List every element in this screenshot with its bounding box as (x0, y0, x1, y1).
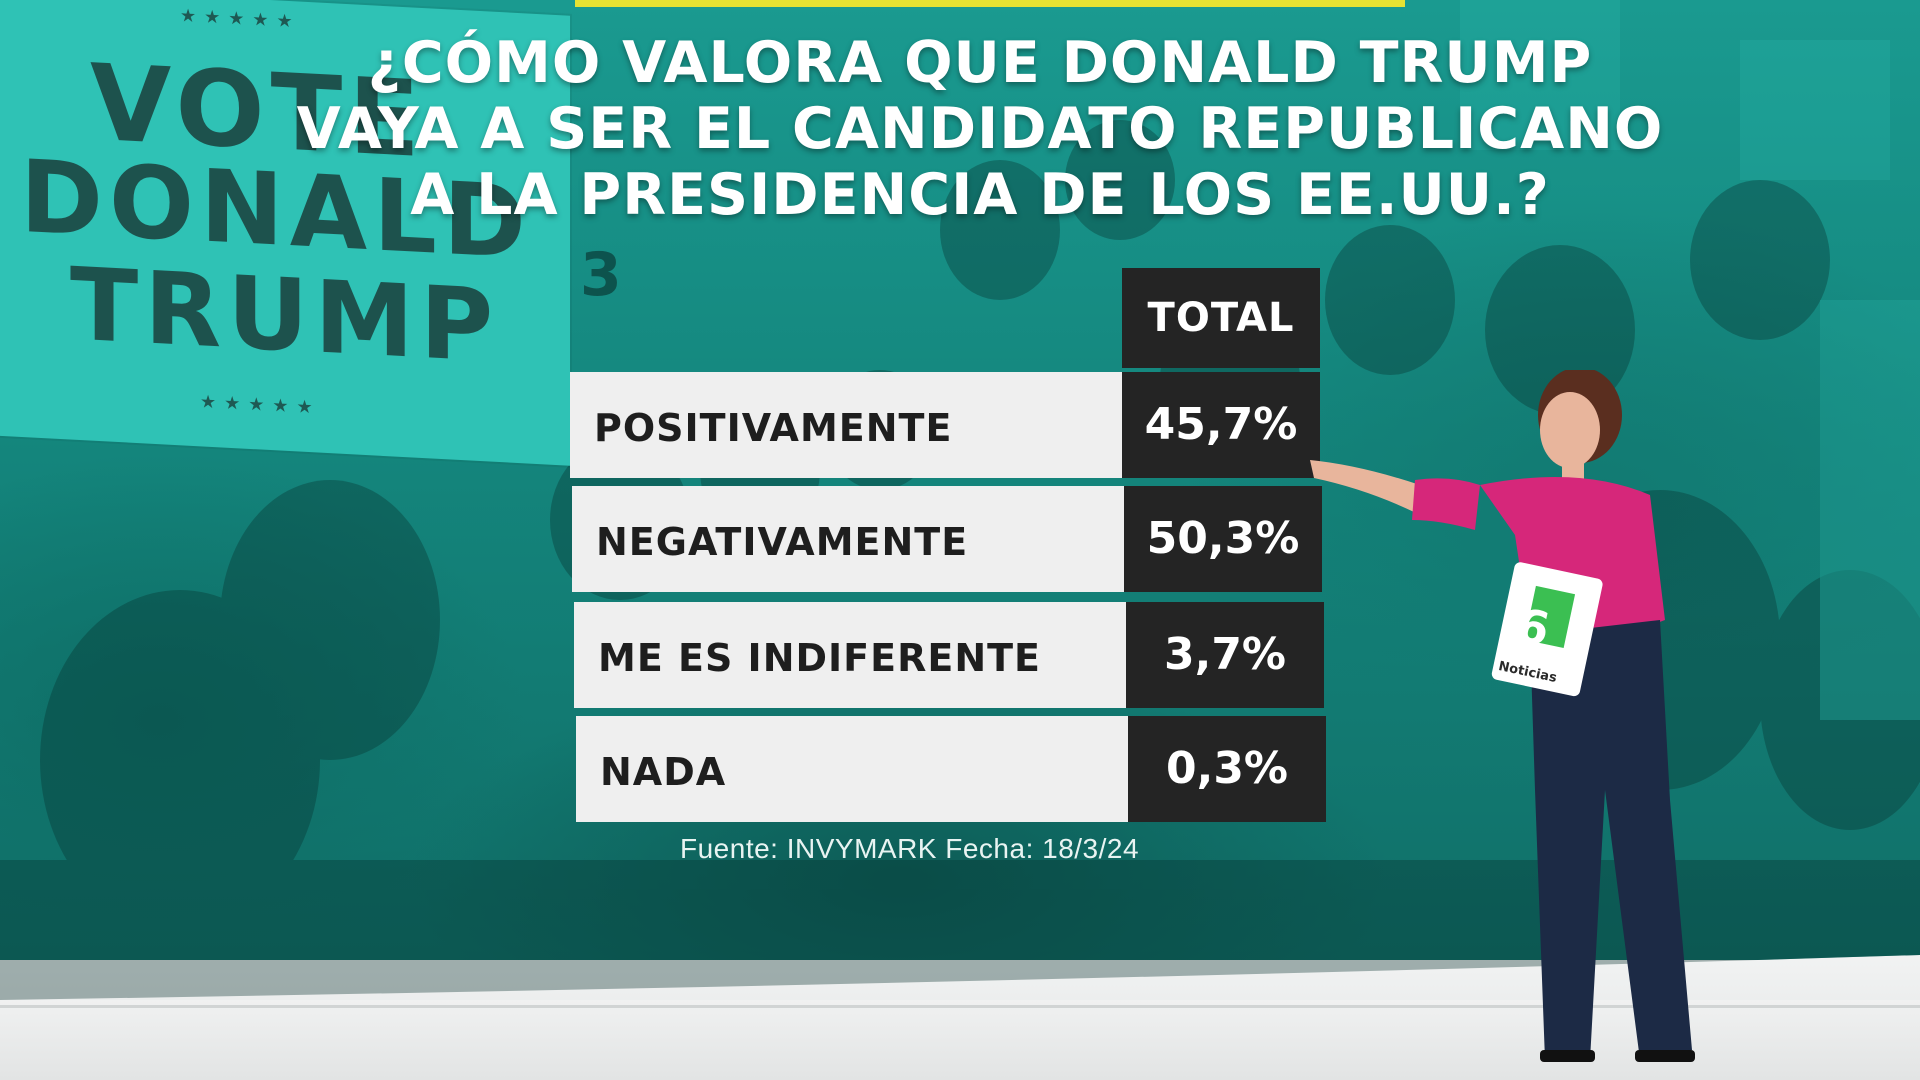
table-row: ME ES INDIFERENTE 3,7% (574, 602, 1324, 708)
sign-stars-bottom: ★★★★★ (200, 391, 321, 419)
sign-line-3: TRUMP (70, 245, 500, 386)
sign-stars-top: ★★★★★ (180, 5, 301, 33)
accent-bar (575, 0, 1405, 7)
title-line-1: ¿CÓMO VALORA QUE DONALD TRUMP (367, 30, 1593, 96)
floor-edge (0, 1005, 1920, 1008)
row-label: ME ES INDIFERENTE (574, 602, 1126, 708)
presenter-figure (1310, 370, 1695, 1062)
table-row: POSITIVAMENTE 45,7% (570, 372, 1320, 478)
title-line-3: A LA PRESIDENCIA DE LOS EE.UU.? (410, 162, 1550, 228)
row-label: POSITIVAMENTE (570, 372, 1122, 478)
row-value: 45,7% (1122, 372, 1320, 478)
poll-question-title: ¿CÓMO VALORA QUE DONALD TRUMP VAYA A SER… (230, 30, 1730, 228)
poll-results-table: TOTAL POSITIVAMENTE 45,7% NEGATIVAMENTE … (570, 268, 1330, 828)
total-column-header: TOTAL (1122, 268, 1320, 368)
row-value: 50,3% (1124, 486, 1322, 592)
row-value: 3,7% (1126, 602, 1324, 708)
row-value: 0,3% (1128, 716, 1326, 822)
background-sign-number: 3 (580, 240, 622, 310)
row-label: NADA (576, 716, 1128, 822)
studio-floor (0, 1000, 1920, 1080)
table-row: NADA 0,3% (576, 716, 1326, 822)
title-line-2: VAYA A SER EL CANDIDATO REPUBLICANO (296, 96, 1664, 162)
poll-source-caption: Fuente: INVYMARK Fecha: 18/3/24 (680, 833, 1140, 864)
table-row: NEGATIVAMENTE 50,3% (572, 486, 1322, 592)
row-label: NEGATIVAMENTE (572, 486, 1124, 592)
